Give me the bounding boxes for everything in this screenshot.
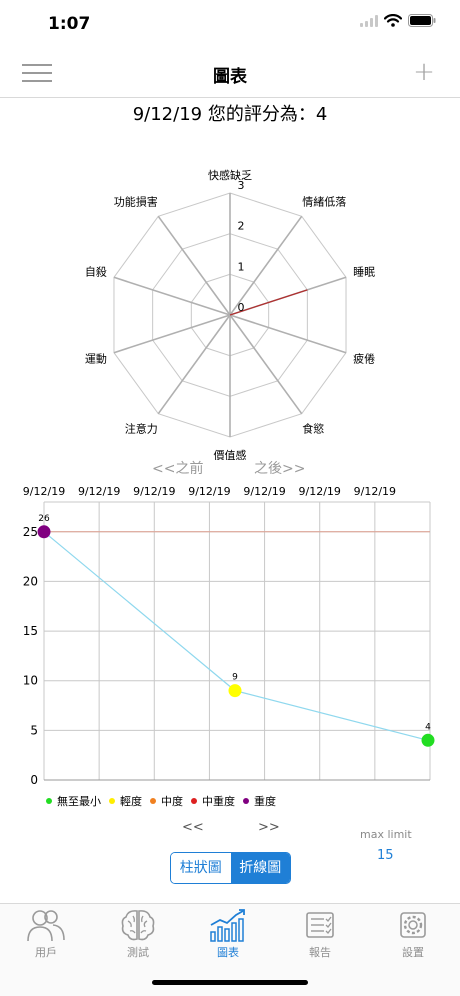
radar-axis-label: 食慾 xyxy=(302,421,324,435)
chart-icon xyxy=(210,909,245,942)
y-axis-label: 10 xyxy=(23,674,38,688)
radar-axis-label: 睡眠 xyxy=(353,266,375,279)
radar-spoke xyxy=(113,276,231,316)
data-point[interactable] xyxy=(37,525,51,539)
x-axis-label: 9/12/19 xyxy=(23,485,65,498)
navigation-bar: 圖表 + xyxy=(0,50,460,98)
tab-settings[interactable]: 設置 xyxy=(383,908,443,960)
radar-scale-label: 3 xyxy=(238,179,245,192)
x-axis-label: 9/12/19 xyxy=(243,485,285,498)
legend-dot xyxy=(109,798,115,804)
wifi-icon xyxy=(384,14,402,27)
radar-spoke xyxy=(229,215,303,316)
chart-type-segmented-control: 柱狀圖 折線圖 xyxy=(170,852,291,884)
legend-item: 輕度 xyxy=(109,793,142,809)
radar-scale-label: 1 xyxy=(238,260,245,273)
brain-icon xyxy=(121,910,155,941)
radar-axis-label: 情緒低落 xyxy=(302,195,346,209)
legend-label: 輕度 xyxy=(120,795,142,808)
legend-item: 中度 xyxy=(150,793,183,809)
home-indicator xyxy=(152,980,308,985)
users-icon xyxy=(27,910,65,942)
y-axis-label: 20 xyxy=(23,574,38,588)
page-title: 圖表 xyxy=(213,67,247,87)
add-icon[interactable]: + xyxy=(413,57,435,87)
data-point[interactable] xyxy=(228,684,242,698)
tab-tests[interactable]: 測試 xyxy=(108,908,168,960)
report-icon xyxy=(306,912,334,938)
radar-scale-label: 2 xyxy=(238,220,245,233)
legend-dot xyxy=(191,798,197,804)
settings-icon xyxy=(400,912,426,938)
radar-spoke xyxy=(157,215,231,316)
tab-charts[interactable]: 圖表 xyxy=(198,908,258,960)
x-axis-label: 9/12/19 xyxy=(299,485,341,498)
radar-scale-label: 0 xyxy=(238,301,245,314)
legend-label: 無至最小 xyxy=(57,795,101,808)
legend-label: 重度 xyxy=(254,795,276,808)
x-axis-label: 9/12/19 xyxy=(133,485,175,498)
legend-item: 中重度 xyxy=(191,793,235,809)
max-limit-label: max limit xyxy=(360,828,412,841)
tab-reports-label: 報告 xyxy=(309,946,331,959)
line-chart-toggle[interactable]: 折線圖 xyxy=(230,853,290,883)
radar-axis-label: 運動 xyxy=(85,351,107,365)
legend-dot xyxy=(46,798,52,804)
hamburger-menu-icon[interactable] xyxy=(22,64,52,84)
battery-icon xyxy=(408,14,436,27)
status-time: 1:07 xyxy=(48,14,91,34)
tab-reports[interactable]: 報告 xyxy=(290,908,350,960)
radar-axis-label: 快感缺乏 xyxy=(208,168,252,182)
radar-axis-label: 價值感 xyxy=(214,448,247,460)
tab-charts-label: 圖表 xyxy=(217,946,239,959)
status-icons xyxy=(360,14,436,27)
bar-chart-toggle[interactable]: 柱狀圖 xyxy=(171,853,231,883)
radar-axis-label: 功能損害 xyxy=(114,195,158,209)
y-axis-label: 25 xyxy=(23,525,38,539)
line-chart: 9/12/19 9/12/19 9/12/19 9/12/19 9/12/19 9/12/… xyxy=(23,485,435,787)
y-axis-label: 5 xyxy=(30,723,38,737)
score-summary: 9/12/19 您的評分為：4 xyxy=(132,104,328,125)
legend-label: 中度 xyxy=(161,795,183,808)
data-point-label: 26 xyxy=(38,514,50,524)
legend-item: 重度 xyxy=(243,793,276,809)
x-axis-label: 9/12/19 xyxy=(354,485,396,498)
data-line xyxy=(43,531,429,741)
y-axis-label: 15 xyxy=(23,624,38,638)
next-button[interactable]: 之後>> xyxy=(254,461,306,477)
x-axis-label: 9/12/19 xyxy=(188,485,230,498)
radar-spoke xyxy=(157,314,231,415)
status-bar: 1:07 xyxy=(0,0,460,50)
tab-users[interactable]: 用戶 xyxy=(16,908,76,960)
tab-tests-label: 測試 xyxy=(127,946,149,959)
legend-dot xyxy=(150,798,156,804)
data-point-label: 4 xyxy=(425,722,431,732)
previous-button[interactable]: <<之前 xyxy=(152,461,204,477)
radar-axis-label: 自殺 xyxy=(85,265,107,279)
signal-icon xyxy=(360,14,378,27)
radar-spoke xyxy=(113,314,231,354)
max-limit-value[interactable]: 15 xyxy=(377,848,394,863)
radar-axis-label: 注意力 xyxy=(125,421,158,435)
page-right-button[interactable]: >> xyxy=(258,820,280,835)
radar-data-area xyxy=(229,289,308,316)
radar-spoke xyxy=(229,314,347,354)
legend-dot xyxy=(243,798,249,804)
radar-axis-label: 疲倦 xyxy=(353,351,375,365)
page-left-button[interactable]: << xyxy=(182,820,204,835)
tab-settings-label: 設置 xyxy=(402,946,424,959)
radar-spoke xyxy=(229,314,303,415)
legend-label: 中重度 xyxy=(202,795,235,808)
chart-legend: 無至最小 輕度 中度 中重度 重度 xyxy=(46,793,284,809)
data-point[interactable] xyxy=(421,733,435,747)
x-axis-label: 9/12/19 xyxy=(78,485,120,498)
data-point-label: 9 xyxy=(232,673,238,683)
tab-users-label: 用戶 xyxy=(35,946,57,959)
y-axis-label: 0 xyxy=(30,773,38,787)
legend-item: 無至最小 xyxy=(46,793,101,809)
